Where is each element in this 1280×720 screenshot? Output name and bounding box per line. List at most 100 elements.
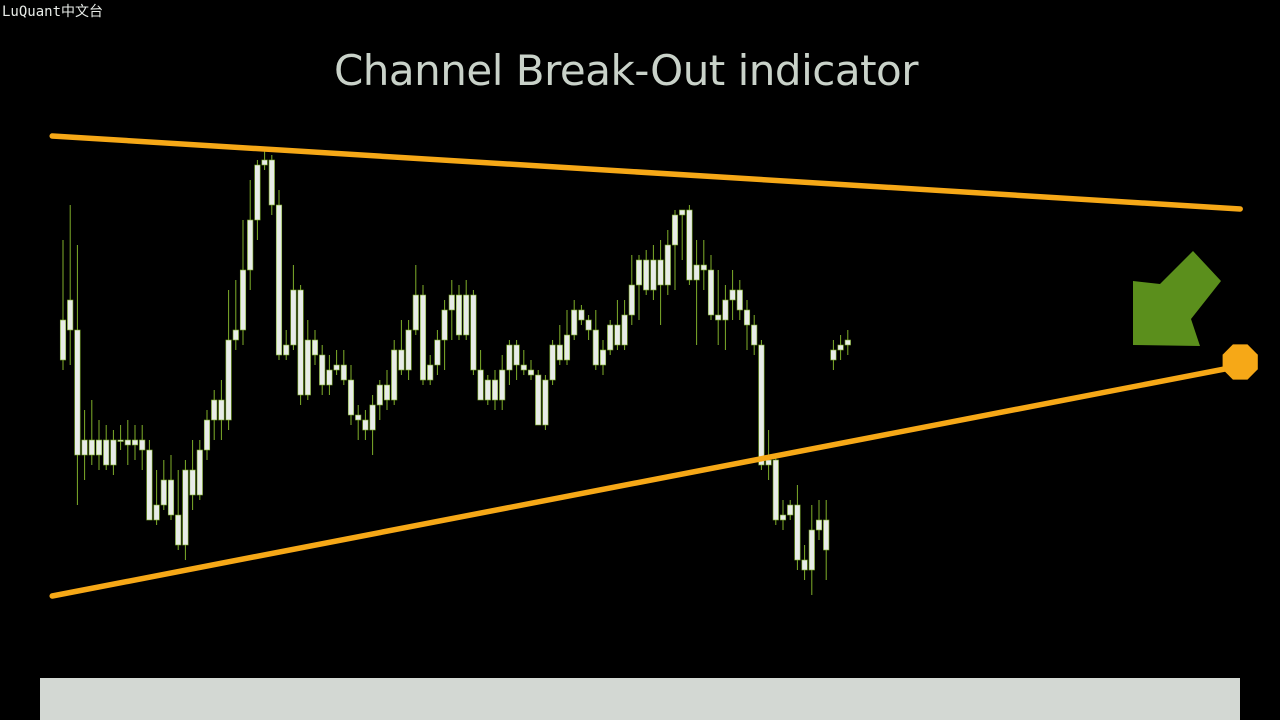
- candle: [175, 470, 182, 550]
- candle-body: [823, 519, 830, 551]
- candle-body: [844, 339, 851, 346]
- candle: [736, 280, 743, 320]
- candle: [355, 405, 362, 440]
- candle: [794, 485, 801, 570]
- candle: [311, 330, 319, 365]
- candle-body: [729, 289, 736, 301]
- candle: [434, 330, 441, 375]
- candle: [412, 265, 419, 335]
- candle: [707, 255, 715, 320]
- candle: [189, 440, 196, 510]
- candle: [268, 155, 275, 215]
- candle: [347, 365, 355, 425]
- candle: [491, 370, 499, 410]
- candle: [110, 430, 117, 475]
- candle: [247, 180, 254, 290]
- candle-body: [801, 559, 808, 571]
- candle-body: [81, 439, 88, 456]
- candle-body: [441, 309, 448, 341]
- candle: [95, 420, 103, 470]
- candle-body: [751, 324, 758, 346]
- candle: [160, 460, 167, 510]
- candle: [283, 330, 290, 360]
- candle-body: [779, 514, 787, 521]
- candle-body: [239, 269, 247, 331]
- candle: [801, 545, 808, 580]
- candle: [484, 375, 491, 405]
- candle: [671, 210, 679, 290]
- candle-body: [491, 379, 499, 401]
- candle-body: [182, 469, 189, 546]
- candle: [823, 500, 830, 580]
- candle-body: [772, 459, 779, 521]
- candle-body: [758, 344, 765, 466]
- candle: [419, 285, 427, 385]
- candle: [362, 410, 369, 440]
- candle: [664, 230, 671, 295]
- candle: [376, 380, 383, 420]
- candles-group: [59, 150, 851, 595]
- candle: [304, 320, 311, 400]
- candle-body: [614, 324, 621, 346]
- candle: [830, 340, 837, 370]
- candle-body: [571, 309, 578, 336]
- down-left-arrow-icon: [1133, 251, 1221, 346]
- candle: [751, 315, 758, 355]
- candle-body: [599, 349, 607, 366]
- candle-body: [808, 529, 815, 571]
- candle: [700, 240, 707, 290]
- candle-body: [448, 294, 455, 311]
- candle-body: [815, 519, 823, 531]
- candle: [167, 455, 175, 520]
- candle: [117, 425, 124, 450]
- candle: [275, 190, 283, 360]
- candle-body: [319, 354, 326, 386]
- candle-body: [477, 369, 484, 401]
- candle: [463, 280, 470, 340]
- candle: [808, 505, 815, 595]
- candle-body: [621, 314, 628, 346]
- candle-body: [261, 159, 268, 166]
- candle-body: [297, 289, 304, 396]
- candle-body: [283, 344, 290, 356]
- candle-body: [355, 414, 362, 421]
- candle: [203, 410, 211, 460]
- candle-body: [326, 369, 333, 386]
- candle-body: [117, 439, 124, 442]
- candle-body: [463, 294, 470, 336]
- candle-body: [131, 439, 139, 446]
- candle-body: [124, 439, 131, 446]
- candle-body: [139, 439, 146, 451]
- candle: [844, 330, 851, 355]
- candle: [715, 270, 722, 345]
- candle-body: [484, 379, 491, 401]
- candle-body: [563, 334, 571, 361]
- candle: [182, 460, 189, 560]
- candle: [383, 370, 391, 410]
- candle: [607, 320, 614, 355]
- candle-body: [211, 399, 218, 421]
- candle-body: [304, 339, 311, 396]
- candle-body: [556, 344, 563, 361]
- footer-bar: [40, 678, 1240, 720]
- candle: [290, 265, 297, 350]
- candle-body: [268, 159, 275, 206]
- candle-body: [650, 259, 657, 291]
- markers-group: [1133, 251, 1258, 380]
- candle: [59, 240, 67, 370]
- candle: [211, 390, 218, 440]
- candle-body: [333, 364, 340, 371]
- candle-body: [499, 369, 506, 401]
- candle: [729, 270, 736, 320]
- candle-body: [671, 214, 679, 246]
- candle-body: [167, 479, 175, 516]
- candle-body: [707, 269, 715, 316]
- upper-channel-line: [49, 133, 1243, 212]
- candle: [743, 300, 751, 350]
- candle: [470, 290, 477, 375]
- candle-body: [218, 399, 225, 421]
- candle-body: [635, 259, 643, 286]
- candle: [679, 209, 686, 260]
